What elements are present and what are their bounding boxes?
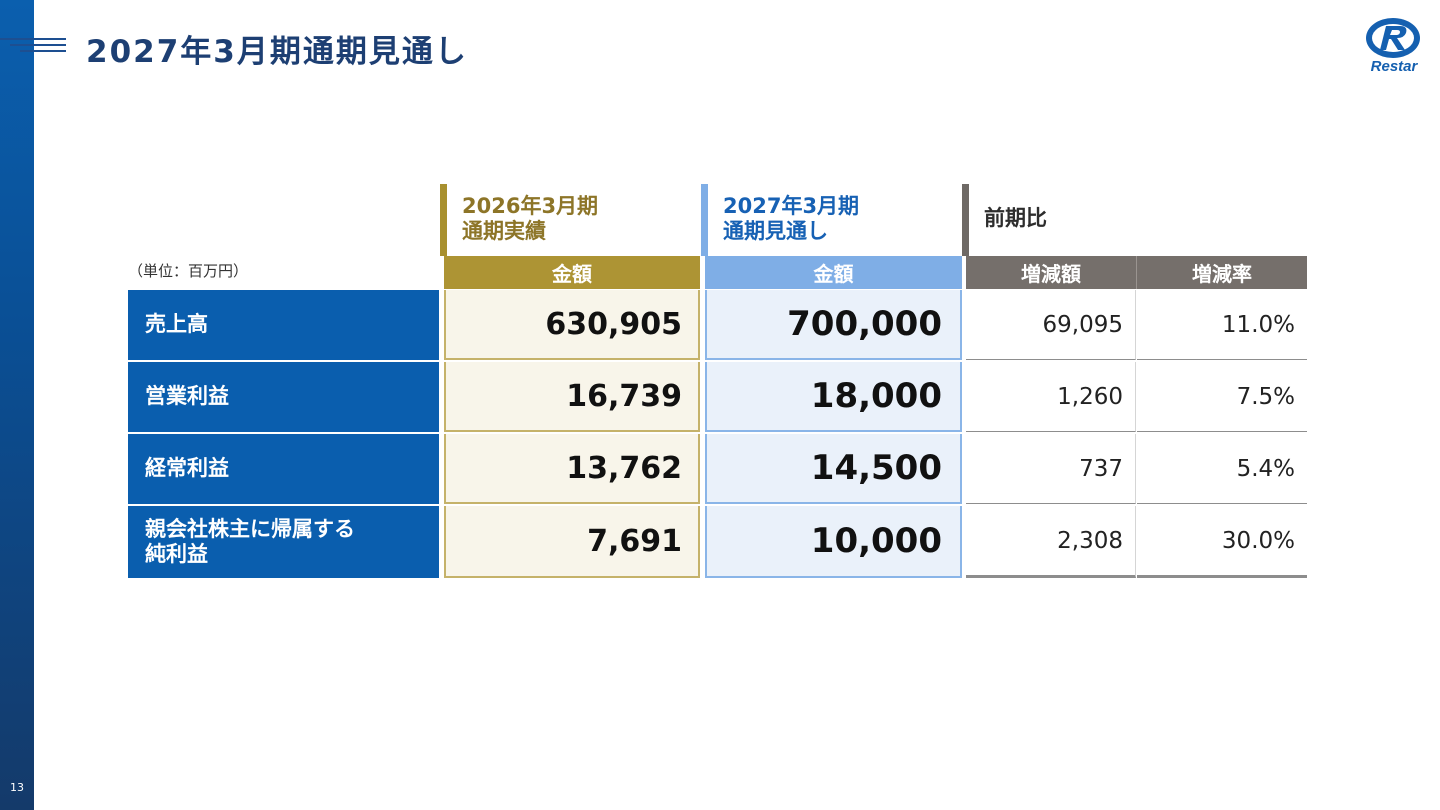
header-comparison-label: 前期比	[984, 206, 1047, 231]
row-label-operating-income: 営業利益	[128, 362, 439, 432]
header-fy2027-line1: 2027年3月期	[723, 193, 860, 218]
cell-change-operating-income: 1,260	[966, 362, 1136, 432]
row-label-text-line1: 親会社株主に帰属する	[145, 516, 355, 541]
cell-change-sales: 69,095	[966, 290, 1136, 360]
header-fy2026-bar	[440, 184, 447, 256]
row-label-text: 売上高	[145, 312, 208, 337]
left-accent-bar	[0, 0, 34, 810]
cell-change-net-income: 2,308	[966, 506, 1136, 578]
row-label-text-line2: 純利益	[145, 542, 208, 566]
header-comparison: 前期比	[962, 184, 1306, 256]
header-fy2026-line2: 通期実績	[462, 219, 546, 243]
row-label-net-income: 親会社株主に帰属する 純利益	[128, 506, 439, 578]
col-header-change-rate: 増減率	[1137, 256, 1307, 289]
cell-fy2027-operating-income: 18,000	[705, 362, 962, 432]
cell-rate-ordinary-income: 5.4%	[1137, 434, 1307, 504]
cell-rate-operating-income: 7.5%	[1137, 362, 1307, 432]
col-header-change-amount: 増減額	[966, 256, 1137, 289]
header-fy2026-line1: 2026年3月期	[462, 193, 599, 218]
cell-rate-sales: 11.0%	[1137, 290, 1307, 360]
restar-logo-icon	[1366, 18, 1420, 58]
row-label-text: 経常利益	[145, 456, 229, 481]
cell-fy2026-operating-income: 16,739	[444, 362, 700, 432]
header-fy2026: 2026年3月期 通期実績	[440, 184, 698, 256]
row-label-ordinary-income: 経常利益	[128, 434, 439, 504]
header-fy2027: 2027年3月期 通期見通し	[701, 184, 959, 256]
title-decoration	[0, 38, 66, 58]
logo-text: Restar	[1370, 58, 1418, 75]
cell-rate-net-income: 30.0%	[1137, 506, 1307, 578]
row-label-text: 営業利益	[145, 384, 229, 409]
page-number: 13	[10, 781, 24, 794]
page-title: 2027年3月期通期見通し	[86, 34, 468, 70]
cell-fy2026-ordinary-income: 13,762	[444, 434, 700, 504]
cell-fy2027-net-income: 10,000	[705, 506, 962, 578]
cell-fy2027-ordinary-income: 14,500	[705, 434, 962, 504]
cell-fy2027-sales: 700,000	[705, 290, 962, 360]
unit-note: （単位：百万円）	[128, 262, 249, 280]
cell-fy2026-sales: 630,905	[444, 290, 700, 360]
header-fy2027-line2: 通期見通し	[723, 219, 828, 243]
row-label-sales: 売上高	[128, 290, 439, 360]
header-comparison-bar	[962, 184, 969, 256]
col-header-fy2026-amount: 金額	[444, 256, 700, 289]
header-fy2027-bar	[701, 184, 708, 256]
cell-fy2026-net-income: 7,691	[444, 506, 700, 578]
cell-change-ordinary-income: 737	[966, 434, 1136, 504]
col-header-fy2027-amount: 金額	[705, 256, 962, 289]
